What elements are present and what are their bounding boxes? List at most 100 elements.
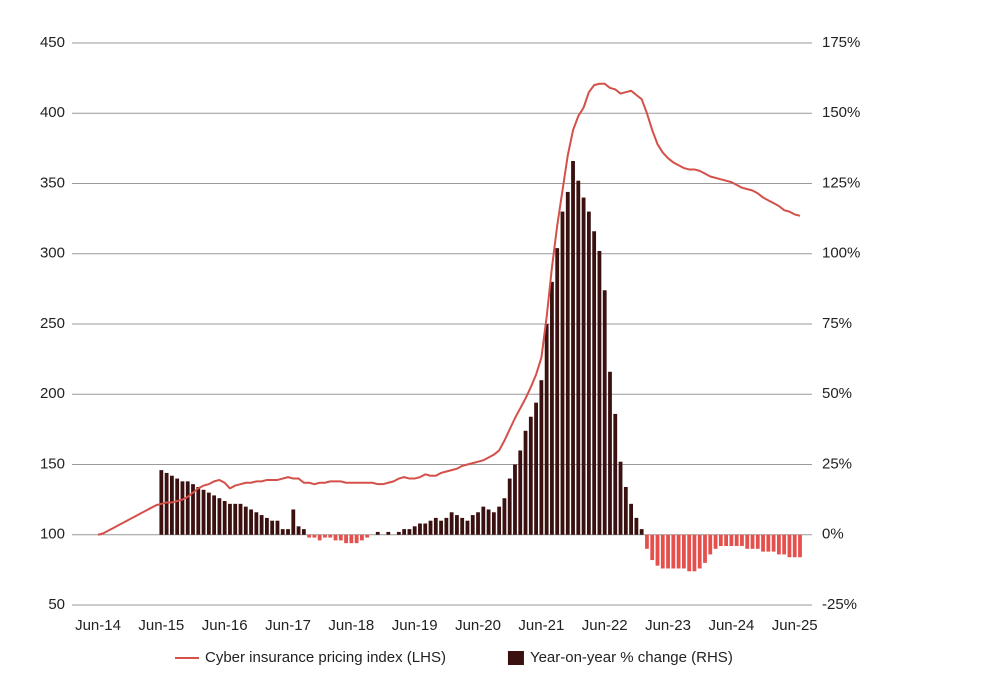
bar — [550, 281, 554, 535]
bar — [286, 529, 290, 535]
bar — [608, 371, 612, 535]
bar — [518, 450, 523, 535]
bar — [692, 534, 697, 572]
bar — [592, 231, 597, 535]
bar — [618, 461, 623, 535]
y-tick-label: 100 — [40, 526, 65, 543]
legend-swatch — [507, 651, 524, 665]
bar — [660, 534, 665, 569]
bar — [212, 495, 217, 535]
bar — [396, 531, 401, 535]
y-tick-label: 250 — [40, 315, 65, 332]
bar — [243, 506, 248, 535]
bar — [560, 211, 565, 535]
bar — [671, 534, 676, 569]
bar — [565, 191, 570, 535]
x-tick-label: Jun-23 — [645, 617, 691, 634]
y-tick-label: 350 — [40, 174, 65, 191]
bar — [317, 534, 322, 541]
x-tick-label: Jun-24 — [708, 617, 754, 634]
bar — [196, 486, 201, 535]
bar — [576, 180, 581, 535]
bar — [745, 534, 750, 549]
bar — [206, 492, 211, 535]
bar — [555, 248, 560, 535]
y2-tick-label: 125% — [822, 174, 860, 191]
y-tick-label: 50 — [48, 596, 65, 613]
bar — [623, 486, 628, 535]
bar — [708, 534, 713, 555]
bar — [629, 503, 633, 535]
x-tick-label: Jun-16 — [202, 617, 248, 634]
bar — [681, 534, 686, 569]
x-tick-label: Jun-21 — [518, 617, 564, 634]
bar — [613, 413, 618, 535]
bar — [666, 534, 670, 569]
bar — [233, 503, 238, 535]
y2-tick-label: 100% — [822, 245, 860, 262]
x-tick-label: Jun-19 — [392, 617, 438, 634]
bar — [724, 534, 729, 546]
bar — [729, 534, 734, 546]
bar — [766, 534, 771, 552]
bar — [296, 526, 301, 535]
bar — [655, 534, 660, 566]
bar — [586, 211, 591, 535]
bar — [602, 290, 607, 535]
bar — [718, 534, 723, 546]
bar — [428, 520, 433, 535]
bar — [455, 515, 459, 535]
bar — [782, 534, 787, 555]
bar — [534, 402, 538, 535]
x-tick-label: Jun-14 — [75, 617, 121, 634]
y2-tick-label: -25% — [822, 596, 857, 613]
bar — [312, 534, 317, 538]
bar — [191, 484, 195, 535]
bar — [338, 534, 343, 541]
bar — [307, 534, 312, 538]
bar — [270, 520, 275, 535]
y2-tick-label: 25% — [822, 455, 852, 472]
y2-tick-label: 150% — [822, 104, 860, 121]
y2-tick-label: 0% — [822, 526, 844, 543]
bar — [687, 534, 692, 572]
bar — [365, 534, 370, 538]
y2-tick-label: 175% — [822, 34, 860, 51]
bar — [439, 520, 443, 535]
bar — [249, 509, 253, 535]
bar — [713, 534, 718, 549]
bar — [407, 529, 412, 535]
bar — [222, 501, 227, 535]
bar — [703, 534, 707, 563]
bar — [228, 503, 232, 535]
bar — [254, 512, 259, 535]
bar — [798, 534, 802, 558]
bar — [639, 529, 644, 535]
bar — [539, 380, 544, 535]
y-tick-label: 150 — [40, 455, 65, 472]
bar — [491, 512, 496, 535]
bar — [650, 534, 655, 561]
bar — [418, 523, 422, 535]
bar — [787, 534, 792, 558]
bar — [323, 534, 327, 538]
bar — [180, 481, 185, 535]
bar — [676, 534, 681, 569]
bar — [486, 509, 491, 535]
bar — [776, 534, 781, 555]
bar — [634, 517, 639, 535]
bar — [201, 489, 206, 535]
bar — [502, 498, 507, 535]
bar — [238, 503, 243, 535]
x-tick-label: Jun-25 — [772, 617, 818, 634]
x-tick-label: Jun-15 — [138, 617, 184, 634]
bar — [470, 515, 475, 535]
bar — [280, 529, 285, 535]
bar — [476, 512, 480, 535]
bar — [597, 250, 602, 535]
bar — [513, 464, 517, 535]
bar — [333, 534, 338, 541]
y-tick-label: 200 — [40, 385, 65, 402]
legend-label: Cyber insurance pricing index (LHS) — [205, 649, 446, 666]
